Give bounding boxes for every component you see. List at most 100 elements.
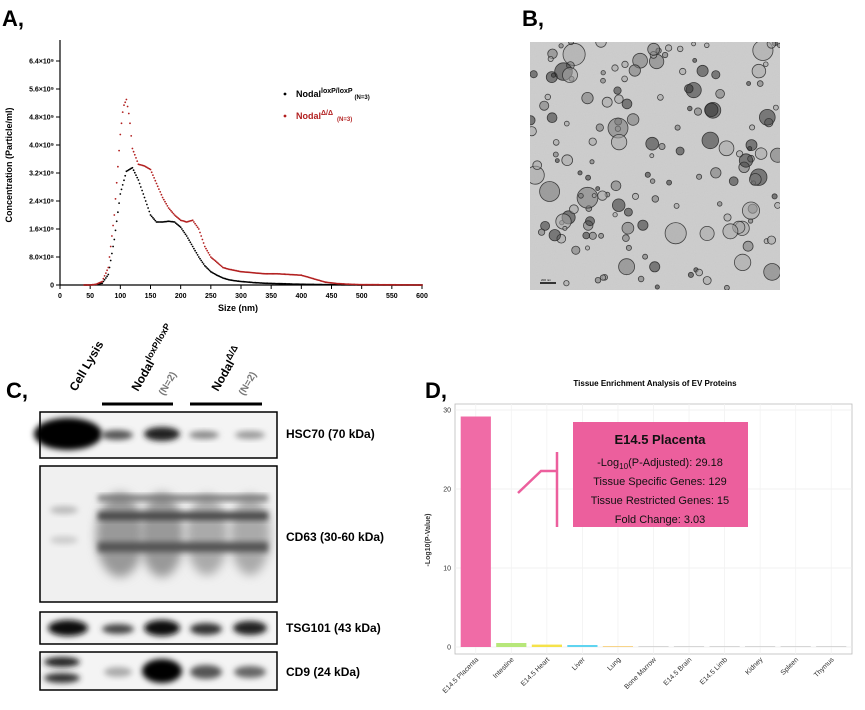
a-data-point — [158, 188, 160, 191]
a-data-point — [124, 101, 127, 104]
a-data-point — [177, 224, 180, 227]
em-vesicle — [692, 58, 698, 63]
em-vesicle — [770, 147, 780, 163]
d-y-tick-label: 20 — [443, 487, 451, 494]
a-data-point — [189, 241, 192, 244]
d-x-tick-label: Thymus — [813, 656, 836, 679]
a-data-point — [152, 216, 154, 219]
panel-a-letter: A, — [2, 6, 24, 31]
a-data-point — [136, 176, 139, 179]
a-data-point — [101, 280, 104, 283]
a-data-point — [141, 189, 144, 192]
blot-strip-cd9 — [39, 651, 278, 691]
a-data-point — [113, 214, 116, 216]
a-data-point — [218, 263, 221, 266]
a-data-point — [168, 208, 171, 211]
a-data-point — [248, 271, 251, 274]
a-data-point — [131, 166, 134, 169]
a-data-point — [170, 209, 172, 212]
d-annotation-line2: Tissue Specific Genes: 129 — [593, 476, 727, 488]
em-vesicle — [561, 154, 573, 167]
a-x-tick-label: 600 — [416, 293, 428, 300]
a-data-point — [166, 205, 169, 207]
a-y-tick-label: 4.0×10⁹ — [29, 143, 54, 150]
blot-label-hsc70: HSC70 (70 kDa) — [286, 427, 375, 441]
a-data-point — [108, 256, 111, 258]
d-bar — [673, 646, 705, 647]
em-vesicle — [618, 258, 635, 276]
a-data-point — [102, 277, 105, 280]
a-series-del — [83, 98, 423, 286]
em-vesicle — [642, 253, 648, 260]
em-vesicle — [644, 171, 651, 178]
a-data-point — [220, 265, 223, 268]
a-data-point — [206, 267, 209, 269]
em-vesicle — [664, 44, 673, 52]
em-vesicle — [710, 167, 722, 179]
a-data-point — [150, 171, 153, 174]
a-data-point — [137, 179, 140, 181]
em-vesicle — [591, 193, 597, 199]
a-y-tick-label: 0 — [50, 283, 54, 290]
a-data-point — [160, 193, 163, 196]
a-x-tick-label: 50 — [86, 293, 94, 300]
em-vesicle — [588, 231, 597, 240]
em-vesicle — [628, 64, 641, 77]
a-data-point — [339, 282, 341, 285]
em-vesicle — [612, 212, 618, 218]
em-vesicle — [562, 225, 568, 231]
em-vesicle — [544, 93, 551, 101]
a-data-point — [214, 260, 217, 263]
a-data-point — [200, 235, 203, 237]
em-vesicle — [704, 42, 710, 48]
d-x-tick-label: E14.5 Brain — [663, 656, 694, 687]
a-data-point — [173, 221, 176, 223]
d-y-tick-label: 0 — [447, 645, 451, 652]
a-data-point — [183, 231, 186, 234]
a-data-point — [155, 182, 158, 185]
a-data-point — [216, 261, 218, 264]
em-vesicle — [626, 113, 640, 126]
panel-d-letter: D, — [425, 378, 447, 403]
em-vesicle — [621, 221, 635, 235]
em-vesicle — [621, 75, 628, 83]
em-vesicle — [702, 276, 712, 285]
em-vesicle — [621, 60, 629, 69]
em-vesicle — [530, 115, 536, 126]
em-vesicle — [715, 89, 725, 99]
a-data-point — [178, 218, 181, 221]
a-data-point — [199, 257, 201, 260]
em-vesicle — [758, 109, 776, 126]
em-vesicle — [691, 42, 696, 47]
em-vesicle — [554, 158, 560, 164]
em-vesicle — [738, 153, 754, 168]
em-vesicle — [548, 229, 561, 242]
d-bar — [709, 646, 740, 647]
em-vesicle — [530, 126, 537, 137]
em-vesicle — [742, 201, 761, 220]
d-x-tick-label: Kidney — [744, 656, 764, 676]
a-data-point — [195, 251, 198, 254]
a-data-point — [152, 174, 154, 177]
d-annotation-title: E14.5 Placenta — [614, 432, 706, 447]
em-vesicle — [594, 277, 602, 284]
em-vesicle — [585, 174, 591, 181]
em-vesicle — [684, 83, 694, 94]
a-data-point — [135, 157, 137, 159]
a-data-point — [393, 283, 396, 286]
em-vesicle — [647, 42, 661, 56]
em-vesicle — [562, 42, 586, 66]
a-data-point — [133, 153, 136, 156]
d-bar — [496, 643, 527, 647]
a-data-point — [127, 112, 130, 115]
a-data-point — [284, 273, 287, 276]
a-data-point — [176, 216, 178, 219]
d-annotation-box — [573, 422, 748, 527]
a-data-point — [411, 284, 414, 286]
em-vesicle — [568, 42, 574, 46]
em-vesicle — [611, 64, 619, 72]
a-data-point — [213, 259, 216, 261]
a-data-point — [217, 262, 220, 265]
d-bar — [638, 646, 669, 647]
d-title: Tissue Enrichment Analysis of EV Protein… — [573, 379, 737, 388]
